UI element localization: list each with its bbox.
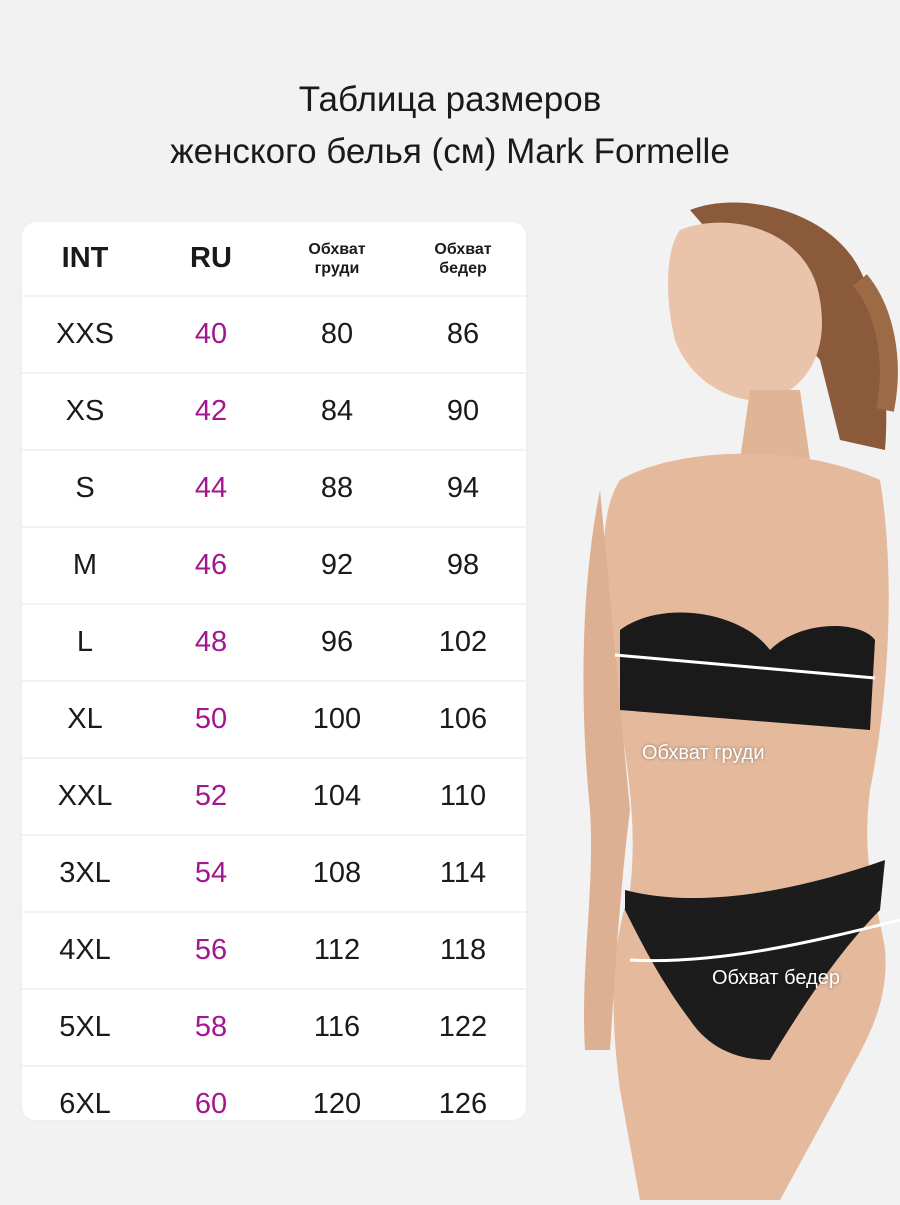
cell-int: 5XL: [59, 1011, 111, 1043]
cell-bust: 104: [312, 780, 362, 812]
cell-ru: 54: [194, 857, 228, 889]
cell-hips: 102: [438, 626, 488, 658]
cell-bust: 100: [312, 703, 362, 735]
table-row: 5XL 58 116 122: [22, 988, 526, 1065]
cell-ru: 56: [194, 934, 228, 966]
cell-bust: 108: [312, 857, 362, 889]
cell-ru: 60: [194, 1088, 228, 1120]
cell-hips: 86: [446, 318, 480, 350]
title-line-2: женского белья (см) Mark Formelle: [170, 132, 730, 171]
cell-bust: 88: [320, 472, 354, 504]
cell-hips: 98: [446, 549, 480, 581]
model-silhouette: [583, 202, 900, 1200]
cell-int: XS: [65, 395, 105, 427]
cell-bust: 96: [320, 626, 354, 658]
cell-hips: 110: [439, 780, 487, 812]
table-row: 4XL 56 112 118: [22, 911, 526, 988]
header-int: INT: [61, 242, 109, 274]
cell-ru: 44: [194, 472, 228, 504]
cell-int: L: [76, 626, 94, 658]
table-row: XXL 52 104 110: [22, 757, 526, 834]
table-row: L 48 96 102: [22, 603, 526, 680]
cell-ru: 52: [194, 780, 228, 812]
cell-bust: 116: [313, 1011, 361, 1043]
cell-ru: 48: [194, 626, 228, 658]
size-table: INT RU Обхват груди Обхват бедер XXS 40 80…: [22, 222, 526, 1120]
cell-int: 3XL: [59, 857, 111, 889]
cell-hips: 114: [439, 857, 487, 889]
cell-ru: 58: [194, 1011, 228, 1043]
table-row: M 46 92 98: [22, 526, 526, 603]
table-row: 6XL 60 120 126: [22, 1065, 526, 1142]
cell-bust: 84: [320, 395, 354, 427]
cell-ru: 40: [194, 318, 228, 350]
title-line-1: Таблица размеров: [298, 80, 602, 119]
header-bust: Обхват груди: [308, 240, 366, 277]
cell-int: S: [75, 472, 95, 504]
cell-int: XL: [67, 703, 103, 735]
cell-bust: 92: [320, 549, 354, 581]
cell-hips: 90: [446, 395, 480, 427]
cell-bust: 120: [312, 1088, 362, 1120]
table-row: 3XL 54 108 114: [22, 834, 526, 911]
cell-int: XXL: [57, 780, 113, 812]
table-row: XXS 40 80 86: [22, 295, 526, 372]
header-hips: Обхват бедер: [434, 240, 492, 277]
bust-label: Обхват груди: [642, 742, 765, 764]
header-ru: RU: [190, 242, 232, 274]
cell-int: M: [72, 549, 98, 581]
cell-hips: 126: [438, 1088, 488, 1120]
model-photo: Обхват груди Обхват бедер: [540, 190, 900, 1200]
cell-int: 4XL: [59, 934, 111, 966]
table-row: XL 50 100 106: [22, 680, 526, 757]
table-row: S 44 88 94: [22, 449, 526, 526]
cell-int: 6XL: [59, 1088, 111, 1120]
cell-ru: 46: [194, 549, 228, 581]
cell-int: XXS: [55, 318, 115, 350]
cell-hips: 106: [438, 703, 488, 735]
hips-label: Обхват бедер: [712, 967, 840, 989]
table-row: XS 42 84 90: [22, 372, 526, 449]
cell-hips: 122: [438, 1011, 488, 1043]
cell-ru: 50: [194, 703, 228, 735]
cell-hips: 118: [439, 934, 487, 966]
cell-ru: 42: [194, 395, 228, 427]
cell-bust: 112: [313, 934, 361, 966]
cell-bust: 80: [320, 318, 354, 350]
cell-hips: 94: [446, 472, 480, 504]
page-title: Таблица размеров женского белья (см) Mar…: [0, 74, 900, 178]
table-header: INT RU Обхват груди Обхват бедер: [22, 222, 526, 295]
